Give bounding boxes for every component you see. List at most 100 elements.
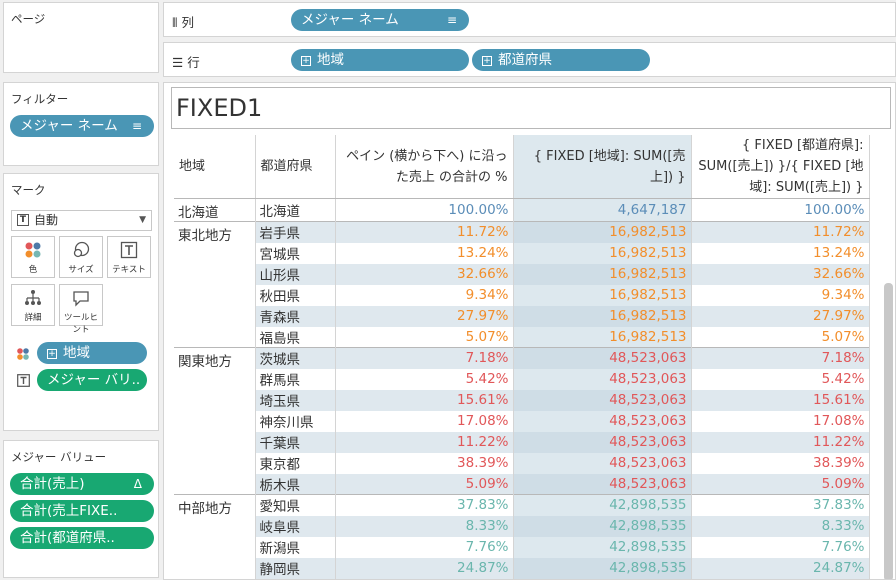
- rows-pill-prefecture[interactable]: + 都道府県: [472, 49, 650, 71]
- fixed-region-sales-cell[interactable]: 48,523,063: [513, 347, 692, 369]
- table-row[interactable]: 青森県 27.97% 16,982,513 27.97%: [174, 305, 870, 327]
- sheet-title[interactable]: FIXED1: [171, 87, 891, 129]
- prefecture-cell[interactable]: 岩手県: [255, 221, 336, 243]
- prefecture-cell[interactable]: 愛知県: [255, 494, 336, 516]
- fixed-region-sales-cell[interactable]: 42,898,535: [513, 494, 692, 516]
- fixed-region-sales-cell[interactable]: 48,523,063: [513, 452, 692, 474]
- fixed-region-sales-cell[interactable]: 16,982,513: [513, 326, 692, 348]
- fixed-ratio-cell[interactable]: 32.66%: [691, 263, 870, 285]
- fixed-region-sales-cell[interactable]: 16,982,513: [513, 305, 692, 327]
- percent-cell[interactable]: 11.72%: [335, 221, 514, 243]
- percent-cell[interactable]: 8.33%: [335, 515, 514, 537]
- prefecture-cell[interactable]: 新潟県: [255, 536, 336, 558]
- table-row[interactable]: 千葉県 11.22% 48,523,063 11.22%: [174, 431, 870, 453]
- vertical-scrollbar[interactable]: [884, 283, 893, 579]
- percent-cell[interactable]: 17.08%: [335, 410, 514, 432]
- prefecture-cell[interactable]: 群馬県: [255, 368, 336, 390]
- fixed-region-sales-cell[interactable]: 48,523,063: [513, 473, 692, 495]
- color-button[interactable]: 色: [11, 236, 55, 278]
- percent-cell[interactable]: 24.87%: [335, 557, 514, 579]
- prefecture-cell[interactable]: 岐阜県: [255, 515, 336, 537]
- fixed-ratio-cell[interactable]: 17.08%: [691, 410, 870, 432]
- fixed-ratio-cell[interactable]: 100.00%: [691, 198, 870, 222]
- fixed-ratio-cell[interactable]: 5.09%: [691, 473, 870, 495]
- region-cell[interactable]: 中部地方: [174, 494, 256, 579]
- percent-cell[interactable]: 15.61%: [335, 389, 514, 411]
- prefecture-cell[interactable]: 青森県: [255, 305, 336, 327]
- table-row[interactable]: 北海道 北海道 100.00% 4,647,187 100.00%: [174, 198, 870, 222]
- prefecture-cell[interactable]: 宮城県: [255, 242, 336, 264]
- filters-card[interactable]: フィルター メジャー ネーム ≡: [3, 82, 159, 166]
- percent-cell[interactable]: 13.24%: [335, 242, 514, 264]
- text-button[interactable]: テキスト: [107, 236, 151, 278]
- prefecture-cell[interactable]: 北海道: [255, 198, 336, 222]
- fixed-region-sales-cell[interactable]: 16,982,513: [513, 263, 692, 285]
- fixed-ratio-cell[interactable]: 5.07%: [691, 326, 870, 348]
- percent-cell[interactable]: 5.07%: [335, 326, 514, 348]
- fixed-ratio-cell[interactable]: 15.61%: [691, 389, 870, 411]
- fixed-ratio-cell[interactable]: 38.39%: [691, 452, 870, 474]
- table-row[interactable]: 岐阜県 8.33% 42,898,535 8.33%: [174, 515, 870, 537]
- fixed-ratio-cell[interactable]: 7.76%: [691, 536, 870, 558]
- table-row[interactable]: 埼玉県 15.61% 48,523,063 15.61%: [174, 389, 870, 411]
- fixed-ratio-cell[interactable]: 27.97%: [691, 305, 870, 327]
- mark-type-dropdown[interactable]: T 自動 ▼: [11, 210, 152, 231]
- fixed-region-sales-cell[interactable]: 16,982,513: [513, 284, 692, 306]
- prefecture-cell[interactable]: 神奈川県: [255, 410, 336, 432]
- header-fixed-region-sales[interactable]: { FIXED [地域]: SUM([売上]) }: [513, 135, 692, 199]
- prefecture-cell[interactable]: 茨城県: [255, 347, 336, 369]
- fixed-ratio-cell[interactable]: 9.34%: [691, 284, 870, 306]
- fixed-ratio-cell[interactable]: 7.18%: [691, 347, 870, 369]
- percent-cell[interactable]: 7.18%: [335, 347, 514, 369]
- table-row[interactable]: 東京都 38.39% 48,523,063 38.39%: [174, 452, 870, 474]
- measure-values-card[interactable]: メジャー バリュー 合計(売上) Δ 合計(売上FIXE.. 合計(都道府県..: [3, 440, 159, 578]
- pages-card[interactable]: ページ: [3, 2, 159, 73]
- table-row[interactable]: 中部地方 愛知県 37.83% 42,898,535 37.83%: [174, 494, 870, 579]
- filter-pill-measure-names[interactable]: メジャー ネーム ≡: [10, 115, 154, 137]
- region-cell[interactable]: 北海道: [174, 198, 256, 222]
- fixed-region-sales-cell[interactable]: 48,523,063: [513, 389, 692, 411]
- fixed-region-sales-cell[interactable]: 16,982,513: [513, 242, 692, 264]
- worksheet-view[interactable]: FIXED1 地域 都道府県 ペイン (横から下へ) に沿った売上 の合計の %…: [163, 82, 896, 580]
- table-row[interactable]: 関東地方 茨城県 7.18% 48,523,063 7.18%: [174, 347, 870, 495]
- fixed-region-sales-cell[interactable]: 42,898,535: [513, 557, 692, 579]
- table-row[interactable]: 秋田県 9.34% 16,982,513 9.34%: [174, 284, 870, 306]
- header-region[interactable]: 地域: [174, 135, 256, 199]
- table-row[interactable]: 東北地方 岩手県 11.72% 16,982,513 11.72%: [174, 221, 870, 348]
- table-row[interactable]: 福島県 5.07% 16,982,513 5.07%: [174, 326, 870, 348]
- measure-pill-prefecture[interactable]: 合計(都道府県..: [10, 527, 154, 549]
- columns-pill-measure-names[interactable]: メジャー ネーム ≡: [291, 9, 469, 31]
- percent-cell[interactable]: 5.42%: [335, 368, 514, 390]
- fixed-ratio-cell[interactable]: 37.83%: [691, 494, 870, 516]
- table-row[interactable]: 宮城県 13.24% 16,982,513 13.24%: [174, 242, 870, 264]
- prefecture-cell[interactable]: 静岡県: [255, 557, 336, 579]
- table-row[interactable]: 神奈川県 17.08% 48,523,063 17.08%: [174, 410, 870, 432]
- percent-cell[interactable]: 9.34%: [335, 284, 514, 306]
- table-row[interactable]: 栃木県 5.09% 48,523,063 5.09%: [174, 473, 870, 495]
- fixed-ratio-cell[interactable]: 13.24%: [691, 242, 870, 264]
- prefecture-cell[interactable]: 栃木県: [255, 473, 336, 495]
- percent-cell[interactable]: 38.39%: [335, 452, 514, 474]
- prefecture-cell[interactable]: 埼玉県: [255, 389, 336, 411]
- prefecture-cell[interactable]: 山形県: [255, 263, 336, 285]
- fixed-ratio-cell[interactable]: 24.87%: [691, 557, 870, 579]
- prefecture-cell[interactable]: 福島県: [255, 326, 336, 348]
- region-cell[interactable]: 東北地方: [174, 221, 256, 348]
- fixed-ratio-cell[interactable]: 11.72%: [691, 221, 870, 243]
- fixed-ratio-cell[interactable]: 11.22%: [691, 431, 870, 453]
- percent-cell[interactable]: 27.97%: [335, 305, 514, 327]
- columns-shelf[interactable]: ⦀ 列 メジャー ネーム ≡: [163, 2, 896, 37]
- percent-cell[interactable]: 7.76%: [335, 536, 514, 558]
- fixed-region-sales-cell[interactable]: 42,898,535: [513, 515, 692, 537]
- prefecture-cell[interactable]: 千葉県: [255, 431, 336, 453]
- marks-card[interactable]: マーク T 自動 ▼ 色 サイズ テキスト 詳細 ツールヒント: [3, 173, 159, 431]
- measure-pill-sales[interactable]: 合計(売上) Δ: [10, 473, 154, 495]
- fixed-region-sales-cell[interactable]: 48,523,063: [513, 368, 692, 390]
- table-row[interactable]: 静岡県 24.87% 42,898,535 24.87%: [174, 557, 870, 579]
- table-row[interactable]: 山形県 32.66% 16,982,513 32.66%: [174, 263, 870, 285]
- fixed-region-sales-cell[interactable]: 42,898,535: [513, 536, 692, 558]
- header-percent-of-total[interactable]: ペイン (横から下へ) に沿った売上 の合計の %: [335, 135, 514, 199]
- percent-cell[interactable]: 11.22%: [335, 431, 514, 453]
- prefecture-cell[interactable]: 東京都: [255, 452, 336, 474]
- fixed-ratio-cell[interactable]: 8.33%: [691, 515, 870, 537]
